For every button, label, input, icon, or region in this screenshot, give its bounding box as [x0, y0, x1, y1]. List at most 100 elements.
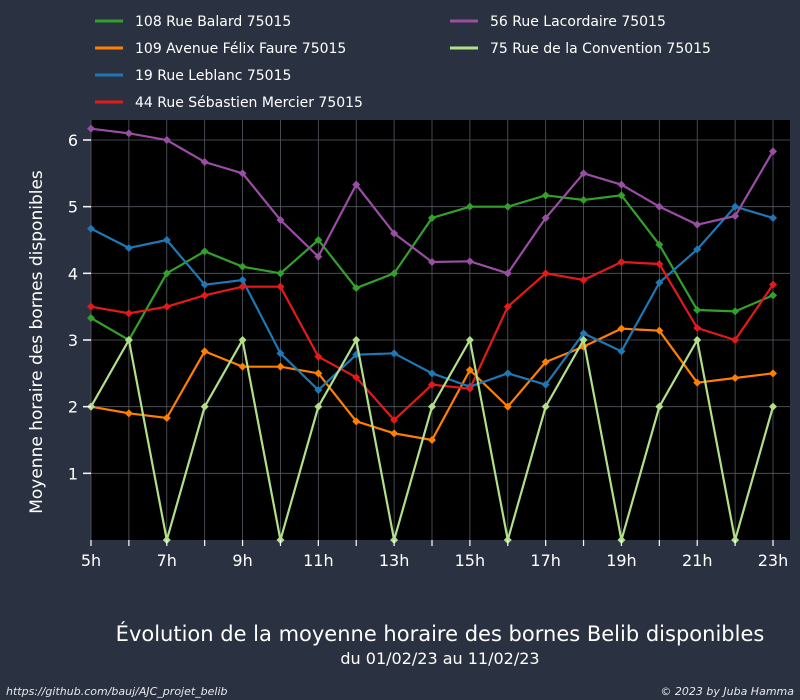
data-point: [428, 214, 436, 222]
data-point: [693, 220, 702, 229]
data-point: [87, 124, 95, 133]
data-point: [276, 282, 285, 291]
y-axis-label: Moyenne horaire des bornes disponibles: [27, 170, 47, 514]
data-point: [276, 216, 285, 224]
data-point: [162, 302, 171, 311]
x-tick-label: 17h: [530, 551, 561, 570]
chart-subtitle: du 01/02/23 au 11/02/23: [340, 649, 540, 668]
data-point: [579, 329, 588, 338]
data-point: [503, 302, 512, 311]
legend-entry: 75 Rue de la Convention 75015: [450, 41, 711, 57]
data-point: [465, 257, 474, 266]
data-point: [428, 436, 436, 444]
legend-label: 109 Avenue Félix Faure 75015: [135, 41, 346, 57]
data-point: [655, 260, 664, 268]
data-point: [655, 240, 664, 249]
legend-label: 75 Rue de la Convention 75015: [490, 41, 711, 57]
data-point: [617, 324, 626, 333]
data-point: [352, 180, 361, 189]
data-point: [124, 244, 133, 252]
x-tick-label: 7h: [157, 551, 177, 570]
data-point: [276, 349, 285, 358]
data-point: [162, 414, 171, 422]
line-chart: 108 Rue Balard 75015 109 Avenue Félix Fau…: [27, 14, 790, 570]
data-point: [769, 291, 777, 300]
series-4: [87, 124, 777, 278]
data-point: [200, 280, 209, 289]
data-point: [87, 224, 95, 233]
data-point: [579, 196, 588, 204]
legend: 108 Rue Balard 75015 109 Avenue Félix Fau…: [95, 14, 711, 111]
data-point: [769, 369, 777, 378]
data-point: [769, 147, 777, 156]
legend-entry: 109 Avenue Félix Faure 75015: [95, 41, 346, 57]
x-tick-label: 5h: [81, 551, 101, 570]
x-tick-label: 19h: [606, 551, 637, 570]
data-point: [769, 402, 777, 411]
data-point: [579, 276, 588, 284]
data-point: [390, 416, 399, 424]
data-point: [238, 276, 247, 284]
data-point: [465, 202, 474, 211]
legend-entry: 19 Rue Leblanc 75015: [95, 68, 291, 84]
axes: 1 2 3 4 5 6 5h 7h 9h 11h 13h 15h 17h 19h 21h 23h: [68, 131, 788, 570]
data-point: [541, 214, 550, 222]
data-point: [579, 336, 588, 344]
data-point: [124, 129, 133, 138]
y-tick-label: 6: [68, 131, 78, 150]
data-point: [693, 245, 702, 254]
legend-entry: 56 Rue Lacordaire 75015: [450, 14, 666, 30]
data-point: [693, 336, 702, 344]
data-point: [390, 429, 399, 438]
data-point: [352, 336, 361, 344]
grid: [90, 120, 790, 540]
data-point: [541, 269, 550, 278]
data-point: [579, 169, 588, 178]
data-point: [314, 369, 323, 378]
data-point: [541, 380, 550, 389]
data-point: [503, 402, 512, 411]
data-point: [731, 202, 740, 211]
data-point: [465, 336, 474, 344]
data-point: [428, 369, 436, 378]
data-point: [124, 336, 133, 344]
data-point: [731, 336, 740, 344]
data-point: [731, 374, 740, 382]
series-1: [87, 324, 777, 444]
data-point: [655, 326, 664, 335]
y-tick-label: 3: [68, 331, 78, 350]
plot-area: [91, 120, 790, 540]
data-point: [314, 236, 323, 244]
data-point: [390, 229, 399, 238]
data-point: [390, 269, 399, 278]
series-3: [87, 258, 777, 424]
data-point: [314, 386, 323, 394]
data-point: [655, 278, 664, 287]
data-point: [617, 258, 626, 266]
data-point: [238, 362, 247, 371]
data-point: [124, 409, 133, 418]
data-point: [428, 380, 436, 389]
legend-entry: 44 Rue Sébastien Mercier 75015: [95, 95, 363, 111]
data-point: [314, 252, 323, 261]
data-point: [693, 324, 702, 332]
chart-title-block: Évolution de la moyenne horaire des born…: [0, 622, 800, 668]
legend-label: 44 Rue Sébastien Mercier 75015: [135, 95, 363, 111]
data-point: [428, 258, 436, 266]
data-point: [352, 284, 361, 292]
data-point: [617, 191, 626, 200]
source-link[interactable]: https://github.com/bauj/AJC_projet_belib: [6, 685, 228, 698]
data-point: [200, 347, 209, 356]
data-point: [352, 373, 361, 382]
x-tick-label: 13h: [379, 551, 410, 570]
data-point: [390, 349, 399, 358]
data-point: [87, 302, 95, 311]
data-point: [617, 180, 626, 189]
legend-entry: 108 Rue Balard 75015: [95, 14, 291, 30]
x-tick-label: 23h: [758, 551, 789, 570]
y-tick-label: 4: [68, 264, 78, 283]
series-2: [87, 202, 777, 394]
y-tick-label: 5: [68, 198, 78, 217]
data-point: [693, 306, 702, 314]
x-tick-label: 15h: [455, 551, 486, 570]
